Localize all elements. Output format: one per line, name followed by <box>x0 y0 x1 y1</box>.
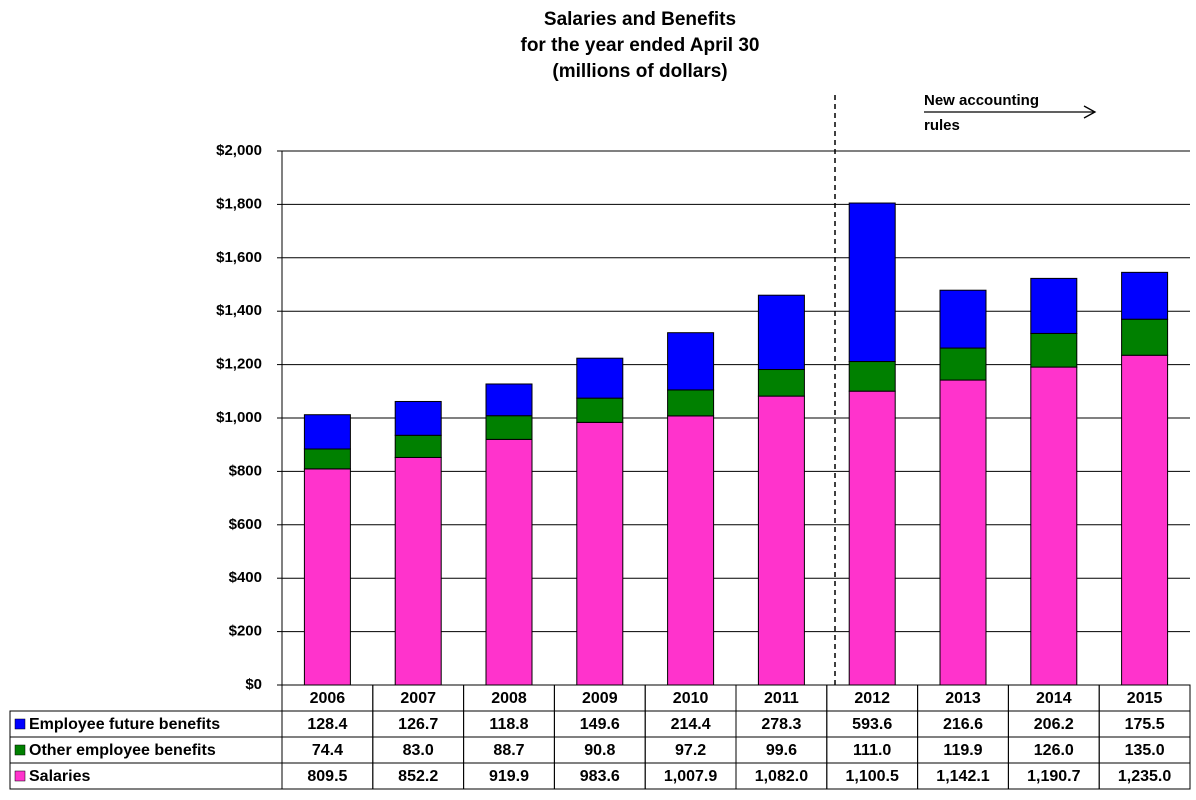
table-value: 216.6 <box>943 716 983 733</box>
table-value: 111.0 <box>853 742 891 759</box>
x-tick-label: 2006 <box>310 690 346 707</box>
table-value: 206.2 <box>1034 716 1074 733</box>
y-tick-label: $600 <box>229 516 262 533</box>
table-value: 852.2 <box>398 768 438 785</box>
bar-segment <box>848 390 896 686</box>
table-value: 118.8 <box>489 716 528 733</box>
bar-segment <box>667 389 715 417</box>
table-value: 983.6 <box>580 768 620 785</box>
x-tick-label: 2007 <box>400 690 436 707</box>
table-value: 128.4 <box>307 716 347 733</box>
bar-segment <box>576 421 624 686</box>
bar-segment <box>394 400 442 436</box>
annotation: rules <box>924 117 960 134</box>
bar-segment <box>394 456 442 686</box>
legend-swatch <box>14 718 26 730</box>
bar-segment <box>576 357 624 399</box>
bar-segment <box>848 202 896 363</box>
table-value: 97.2 <box>675 742 706 759</box>
y-tick-label: $200 <box>229 623 262 640</box>
table-value: 135.0 <box>1125 742 1165 759</box>
chart-title: Salaries and Benefits <box>544 9 736 30</box>
table-value: 119.9 <box>943 742 982 759</box>
x-tick-label: 2015 <box>1127 690 1163 707</box>
y-tick-label: $1,000 <box>216 409 262 426</box>
table-value: 1,235.0 <box>1118 768 1171 785</box>
y-tick-label: $0 <box>245 676 262 693</box>
y-tick-label: $1,800 <box>216 195 262 212</box>
y-tick-label: $2,000 <box>216 142 262 159</box>
table-value: 1,142.1 <box>936 768 989 785</box>
x-tick-label: 2009 <box>582 690 618 707</box>
bar-segment <box>939 379 987 686</box>
bar-segment <box>848 361 896 392</box>
arrow-head <box>1083 105 1097 119</box>
x-tick-label: 2010 <box>673 690 709 707</box>
table-value: 278.3 <box>761 716 801 733</box>
table-value: 126.7 <box>398 716 438 733</box>
y-tick-label: $800 <box>229 462 262 479</box>
table-value: 214.4 <box>671 716 711 733</box>
bar-segment <box>757 369 805 397</box>
bar-segment <box>303 448 351 470</box>
legend-label: Other employee benefits <box>29 742 216 759</box>
bar-segment <box>757 395 805 686</box>
table-value: 593.6 <box>852 716 892 733</box>
bar-segment <box>303 414 351 450</box>
bar-segment <box>1030 277 1078 334</box>
y-tick-label: $1,200 <box>216 356 262 373</box>
table-value: 1,082.0 <box>755 768 808 785</box>
bar-segment <box>394 434 442 458</box>
table-value: 88.7 <box>493 742 524 759</box>
chart-title: (millions of dollars) <box>552 61 727 82</box>
bar-segment <box>1121 354 1169 686</box>
table-value: 83.0 <box>403 742 434 759</box>
bar-segment <box>485 415 533 440</box>
table-value: 126.0 <box>1034 742 1074 759</box>
table-value: 1,190.7 <box>1027 768 1080 785</box>
y-tick-label: $1,600 <box>216 249 262 266</box>
bar-segment <box>667 332 715 391</box>
table-value: 149.6 <box>580 716 620 733</box>
table-value: 1,007.9 <box>664 768 717 785</box>
table-cell <box>1098 762 1191 790</box>
table-value: 1,100.5 <box>846 768 899 785</box>
x-tick-label: 2013 <box>945 690 981 707</box>
bar-segment <box>576 397 624 423</box>
x-tick-label: 2014 <box>1036 690 1072 707</box>
bar-segment <box>485 383 533 417</box>
table-value: 919.9 <box>489 768 529 785</box>
legend-swatch <box>14 770 26 782</box>
table-value: 175.5 <box>1125 716 1165 733</box>
bar-segment <box>939 347 987 381</box>
y-tick-label: $1,400 <box>216 302 262 319</box>
bar-segment <box>1121 271 1169 320</box>
legend-label: Salaries <box>29 768 90 785</box>
table-value: 99.6 <box>766 742 797 759</box>
bar-segment <box>485 438 533 686</box>
table-value: 74.4 <box>312 742 343 759</box>
bar-segment <box>667 415 715 686</box>
table-value: 90.8 <box>584 742 615 759</box>
x-tick-label: 2011 <box>764 690 799 707</box>
x-tick-label: 2012 <box>854 690 890 707</box>
legend-swatch <box>14 744 26 756</box>
bar-segment <box>1030 332 1078 368</box>
y-tick-label: $400 <box>229 569 262 586</box>
bar-segment <box>1030 366 1078 686</box>
x-tick-label: 2008 <box>491 690 527 707</box>
chart-title: for the year ended April 30 <box>521 35 760 56</box>
table-value: 809.5 <box>307 768 347 785</box>
annotation: New accounting <box>924 92 1039 109</box>
bar-segment <box>939 289 987 349</box>
bar-segment <box>303 468 351 686</box>
bar-segment <box>757 294 805 371</box>
bar-segment <box>1121 318 1169 356</box>
legend-label: Employee future benefits <box>29 716 220 733</box>
